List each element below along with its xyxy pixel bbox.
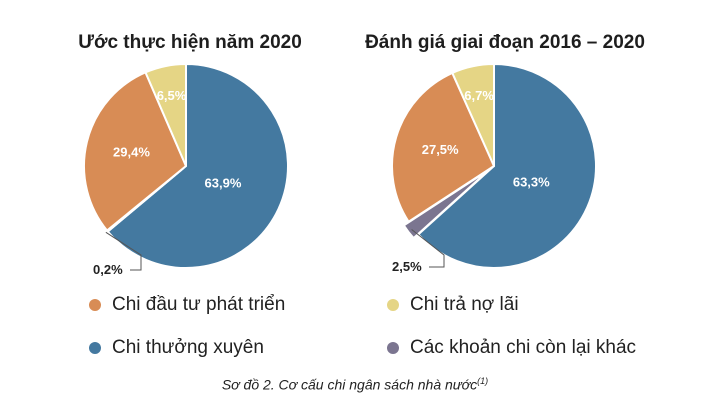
legend-item-con-lai: Các khoản chi còn lại khác: [387, 337, 636, 359]
leader-line-0: [105, 231, 142, 271]
chart-title-2016-2020: Đánh giá giai đoạn 2016 – 2020: [365, 32, 645, 53]
legend-label-dau-tu: Chi đầu tư phát triển: [112, 294, 286, 315]
pie-slice-1-con-lai: [402, 168, 491, 240]
pie-label-0-tra-no: 6,5%: [157, 88, 187, 103]
caption-text: Sơ đồ 2. Cơ cấu chi ngân sách nhà nước: [221, 376, 478, 393]
legend-label-thuong-xuyen: Chi thưởng xuyên: [112, 337, 264, 358]
pie-label-0-dau-tu: 29,4%: [113, 145, 150, 160]
legend-item-thuong-xuyen: Chi thưởng xuyên: [89, 337, 264, 359]
pie-slice-0-thuong-xuyen: [106, 63, 289, 269]
legend-swatch-thuong-xuyen: [89, 342, 101, 354]
pie-label-1-tra-no: 6,7%: [464, 88, 494, 103]
legend-swatch-tra-no: [387, 299, 399, 311]
pie-label-1-dau-tu: 27,5%: [422, 142, 459, 157]
legend-label-con-lai: Các khoản chi còn lại khác: [410, 337, 637, 358]
pie-label-1-con-lai: 2,5%: [392, 259, 422, 274]
pie-slice-1-tra-no: [451, 63, 495, 167]
pie-label-0-con-lai: 0,2%: [93, 262, 123, 277]
chart-title-2020: Ước thực hiện năm 2020: [78, 32, 302, 53]
legend-label-tra-no: Chi trả nợ lãi: [410, 294, 519, 315]
pie-slice-0-dau-tu: [83, 71, 187, 232]
pie-label-1-thuong-xuyen: 63,3%: [513, 175, 550, 190]
caption-footnote-marker: (1): [477, 376, 489, 386]
legend-swatch-dau-tu: [89, 299, 101, 311]
pie-slice-1-thuong-xuyen: [417, 63, 597, 269]
legend-swatch-con-lai: [387, 342, 399, 354]
pie-slice-0-tra-no: [144, 63, 187, 167]
legend-item-dau-tu: Chi đầu tư phát triển: [89, 294, 285, 316]
figure-caption: Sơ đồ 2. Cơ cấu chi ngân sách nhà nước(1…: [0, 376, 710, 393]
legend-item-tra-no: Chi trả nợ lãi: [387, 294, 519, 316]
pie-label-0-thuong-xuyen: 63,9%: [205, 175, 242, 190]
leader-line-1: [411, 229, 445, 268]
